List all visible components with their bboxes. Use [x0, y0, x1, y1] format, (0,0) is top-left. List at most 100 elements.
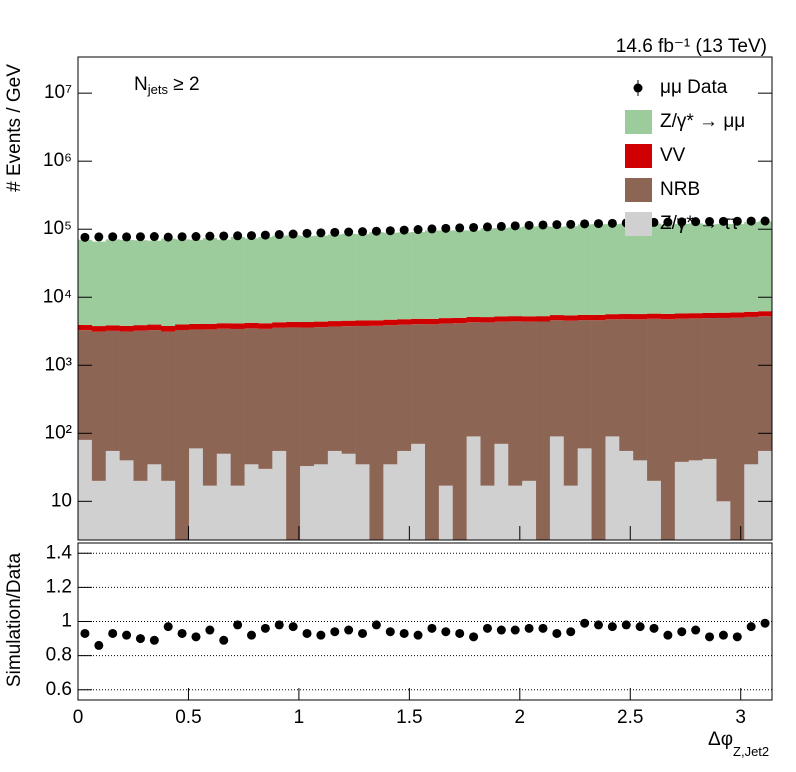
ratio-point — [302, 628, 312, 638]
histogram-bar — [702, 318, 717, 459]
histogram-bar — [369, 232, 384, 321]
histogram-bar — [633, 319, 648, 461]
histogram-bar — [230, 485, 245, 540]
histogram-bar — [133, 325, 148, 331]
histogram-bar — [411, 232, 426, 319]
histogram-bar — [549, 315, 565, 321]
histogram-bar — [730, 317, 745, 540]
histogram-bar — [189, 239, 204, 324]
histogram-bar — [660, 224, 676, 314]
data-point — [177, 232, 187, 242]
data-point — [580, 219, 590, 229]
data-point — [80, 232, 90, 242]
histogram-bar — [189, 448, 204, 540]
histogram-bar — [758, 450, 773, 540]
histogram-bar — [91, 326, 107, 332]
histogram-bar — [244, 238, 259, 323]
legend-label: NRB — [660, 179, 700, 200]
ratio-point — [552, 628, 562, 638]
histogram-bar — [425, 230, 440, 319]
legend-label: Z/γ* → ττ — [660, 213, 739, 234]
histogram-bar — [133, 480, 148, 540]
x-tick-label: 1 — [294, 707, 305, 728]
histogram-bar — [633, 460, 648, 540]
histogram-bar — [577, 314, 592, 321]
data-point — [371, 226, 381, 236]
histogram-bar — [161, 480, 176, 540]
histogram-bar — [494, 316, 509, 322]
y-tick-label: 1 — [61, 611, 72, 632]
data-point — [108, 232, 118, 242]
ratio-point — [580, 618, 590, 628]
data-point — [94, 232, 104, 242]
histogram-bar — [327, 450, 343, 540]
data-point — [260, 230, 270, 240]
histogram-bar — [466, 322, 481, 437]
ratio-point — [635, 622, 645, 632]
histogram-bar — [522, 480, 537, 540]
plot-frame — [77, 56, 773, 541]
data-point — [732, 216, 742, 226]
ratio-point — [358, 628, 368, 638]
histogram-bar — [119, 460, 134, 540]
histogram-bar — [508, 485, 523, 540]
ratio-point — [705, 632, 715, 642]
x-tick-label: 3 — [735, 707, 746, 728]
histogram-bar — [563, 320, 578, 486]
legend-label: VV — [660, 145, 686, 166]
data-point — [566, 219, 576, 229]
data-point — [552, 220, 562, 230]
histogram-bar — [147, 240, 162, 325]
x-tick-label: 2 — [515, 707, 526, 728]
histogram-bar — [341, 453, 356, 540]
legend-label: μμ Data — [660, 77, 728, 98]
histogram-bar — [105, 330, 120, 451]
histogram-bar — [425, 324, 440, 540]
histogram-bar — [633, 223, 648, 315]
histogram-bar — [494, 321, 509, 444]
histogram-bar — [286, 321, 301, 328]
histogram-bar — [411, 324, 426, 444]
histogram-bar — [355, 320, 370, 326]
ratio-point — [191, 632, 201, 642]
ratio-point — [510, 625, 520, 635]
legend-marker — [633, 83, 643, 93]
histogram-bar — [674, 223, 690, 314]
data-point — [163, 232, 173, 242]
histogram-bar — [577, 320, 592, 449]
data-point — [358, 227, 368, 237]
ratio-point — [330, 627, 340, 637]
histogram-bar — [744, 316, 759, 465]
histogram-bar — [355, 464, 370, 540]
ratio-point — [649, 623, 659, 633]
histogram-bar — [189, 323, 204, 330]
y-tick-label: 10³ — [45, 354, 72, 375]
annotation-sub: jets — [147, 82, 169, 97]
histogram-bar — [758, 311, 773, 317]
histogram-bar — [619, 450, 634, 540]
annotation: Njets ≥ 2 — [134, 74, 200, 97]
x-axis-title-sub: Z,Jet2 — [733, 744, 769, 759]
ratio-point — [149, 635, 159, 645]
histogram-bar — [647, 318, 662, 481]
y-tick-label: 10⁴ — [43, 286, 72, 307]
ratio-point — [274, 620, 284, 630]
histogram-bar — [702, 312, 717, 319]
ratio-point — [469, 632, 479, 642]
histogram-bar — [78, 439, 93, 540]
histogram-bar — [494, 227, 509, 317]
legend-swatch — [625, 110, 652, 134]
histogram-bar — [341, 320, 356, 327]
annotation-rest: ≥ 2 — [168, 74, 200, 95]
data-point — [482, 222, 492, 232]
histogram-bar — [522, 226, 537, 317]
histogram-bar — [230, 236, 245, 324]
histogram-bar — [577, 448, 592, 540]
data-point — [705, 216, 715, 226]
histogram-bar — [452, 317, 467, 324]
data-point — [455, 223, 465, 233]
histogram-bar — [175, 324, 190, 330]
histogram-bar — [452, 230, 467, 318]
histogram-bar — [189, 329, 204, 449]
histogram-bar — [702, 458, 717, 540]
